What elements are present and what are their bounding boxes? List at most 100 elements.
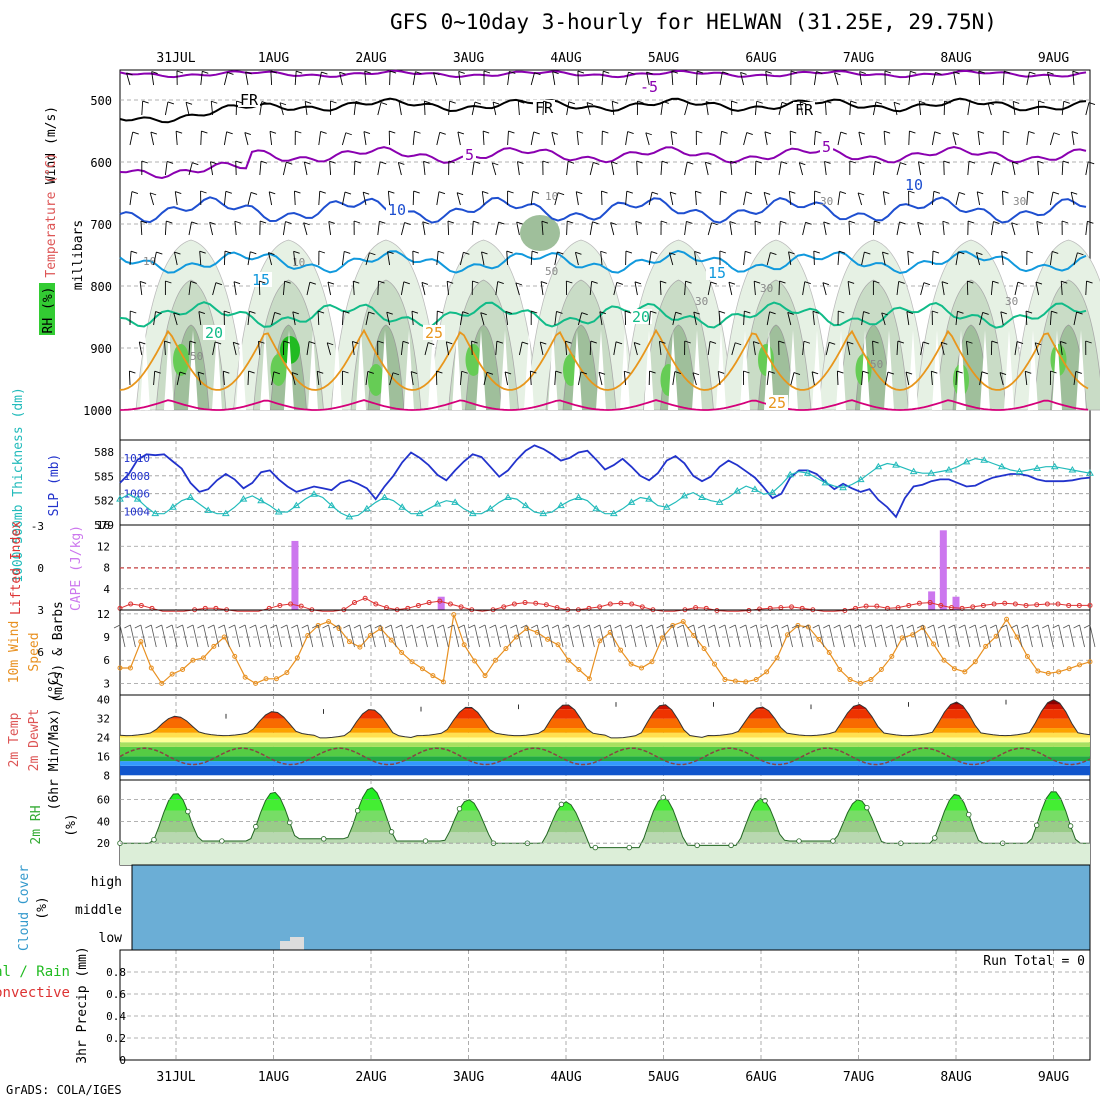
wind-barb-flag <box>259 280 266 284</box>
wind-barb <box>365 371 369 386</box>
wind-barb-flag <box>506 250 513 254</box>
surface-wind-barb-flag <box>478 624 486 629</box>
temp-band <box>120 699 1090 705</box>
wind-barb-flag <box>185 101 193 105</box>
dry-gap <box>908 330 918 410</box>
surface-wind-barb <box>693 624 700 648</box>
surface-wind-barb <box>933 624 939 648</box>
wind-barb <box>362 192 367 206</box>
wind-barb <box>849 101 852 116</box>
date-tick-label: 6AUG <box>745 1070 776 1085</box>
wind-barb <box>341 191 346 206</box>
wind-barb <box>1072 71 1075 86</box>
rh-point <box>321 836 327 842</box>
wind-barb <box>1037 161 1040 176</box>
wind-barb-flag <box>173 312 180 316</box>
rh-contour-label: 50 <box>190 350 203 363</box>
surface-wind-barb-flag <box>562 624 569 629</box>
wind-barb-flag <box>840 131 847 135</box>
wind-barb <box>164 341 166 356</box>
wind-barb <box>436 132 441 146</box>
wind-barb <box>882 252 886 266</box>
wind-barb <box>812 311 815 326</box>
wind-barb-flag <box>815 130 822 134</box>
wind-barb <box>258 341 261 356</box>
axis-label-2m-temp: 2m Temp <box>7 712 22 767</box>
wind-barb <box>566 221 568 236</box>
surface-wind-barb <box>964 624 971 648</box>
wind-barb-flag <box>457 131 465 135</box>
wind-barb-flag <box>1028 131 1035 134</box>
surface-wind-barb <box>234 624 241 648</box>
lifted-index-point <box>1012 601 1018 607</box>
surface-wind-barb-flag <box>270 624 277 629</box>
wind-barb <box>589 162 594 176</box>
wind-barb-flag <box>142 100 149 104</box>
thickness-point <box>980 456 989 463</box>
wind-barb-flag <box>132 131 139 135</box>
surface-wind-barb-flag <box>1073 624 1080 629</box>
lifted-index-point <box>916 600 922 606</box>
wind-barb <box>1060 281 1063 296</box>
wind-barb-flag <box>492 101 500 105</box>
wind-barb-flag <box>829 341 836 345</box>
wind-barb <box>516 222 520 236</box>
wind-barb-flag <box>447 220 455 224</box>
wind-barb-flag <box>575 251 582 255</box>
wind-barb <box>140 221 143 236</box>
wind-barb <box>210 101 214 116</box>
wind-barb <box>212 282 217 296</box>
wind-barb <box>798 162 804 176</box>
wind-barb-flag <box>624 310 632 314</box>
surface-wind-barb <box>776 624 783 648</box>
wind-barb <box>931 72 936 86</box>
wind-barb <box>729 221 733 236</box>
thickness-point <box>698 493 706 500</box>
wind-barb <box>188 341 191 356</box>
wind-barb <box>577 371 582 386</box>
wind-barb <box>611 101 615 116</box>
wind-speed-point <box>597 638 603 644</box>
temp-band <box>120 709 1090 719</box>
surface-wind-barb <box>463 624 470 648</box>
contour-label: 20 <box>632 308 650 326</box>
wind-barb-flag <box>728 281 736 285</box>
surface-wind-barb-flag <box>781 624 788 629</box>
wind-speed-point <box>513 634 519 640</box>
lifted-index-point <box>757 606 763 612</box>
wind-barb <box>223 251 226 266</box>
wind-barb <box>1026 191 1029 206</box>
wind-barb <box>506 251 509 266</box>
surface-wind-barb-flag <box>1010 624 1018 629</box>
wind-barb-flag <box>189 340 196 344</box>
wind-barb-flag <box>151 71 158 74</box>
wind-barb-flag <box>935 71 942 75</box>
rh-contour-label: 30 <box>695 295 708 308</box>
wind-barb-flag <box>355 100 362 104</box>
panel-frame <box>119 439 1091 526</box>
rh-point <box>932 835 938 841</box>
wind-barb-flag <box>317 310 325 314</box>
wind-barb-flag <box>566 280 573 284</box>
thickness-point <box>927 469 936 476</box>
wind-barb-flag <box>516 221 523 225</box>
dry-gap <box>740 330 750 410</box>
wind-speed-point <box>1056 669 1062 675</box>
contour-label-bg <box>638 79 660 94</box>
wind-speed-point <box>774 655 780 661</box>
wind-barb <box>433 72 438 86</box>
isotherm-15 <box>119 249 1087 275</box>
wind-barb-flag <box>581 312 588 316</box>
axis-label-rh: RH (%) <box>41 287 56 334</box>
wind-barb-flag <box>999 372 1007 375</box>
wind-barb-flag <box>651 191 659 195</box>
contour-labels: -5 FR FR FR 5 5 10 10 15 15 20 20 25 25 10 10 10 50 30 30 30… <box>143 78 1026 412</box>
wind-barb-flag <box>175 130 183 134</box>
surface-wind-barb <box>745 624 752 648</box>
wind-barb <box>200 71 203 86</box>
wind-barb-flag <box>303 222 310 226</box>
wind-barb <box>813 251 815 266</box>
wind-barb <box>423 101 426 116</box>
wind-barb <box>896 162 901 176</box>
rh-point <box>354 807 361 814</box>
